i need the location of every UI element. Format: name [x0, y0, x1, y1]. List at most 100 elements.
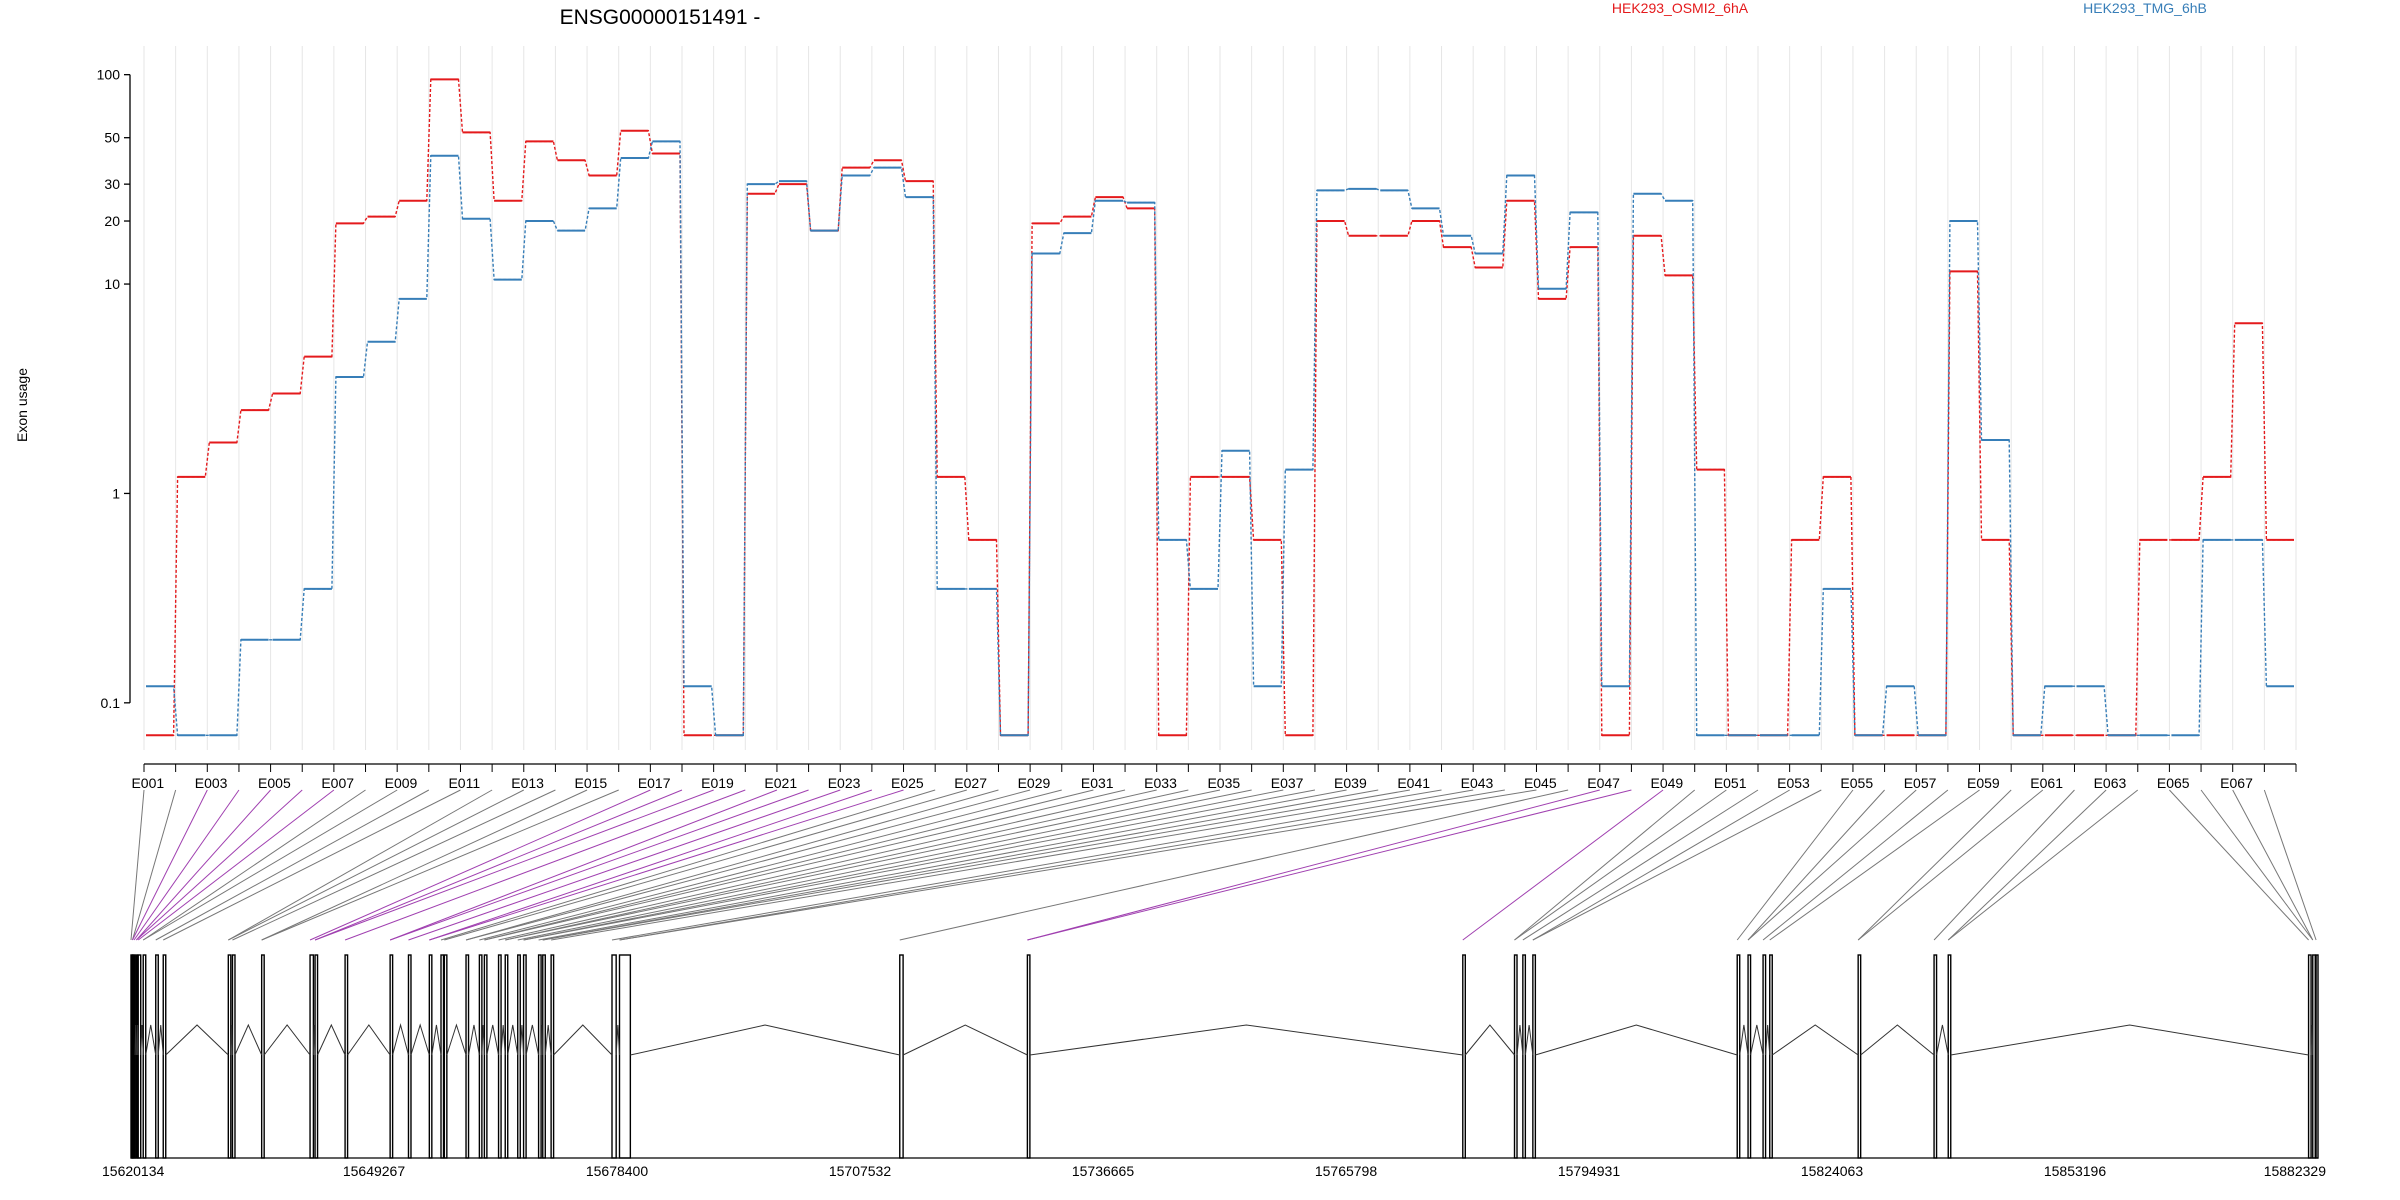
connector-line	[142, 789, 398, 941]
genomic-tick-label: 15649267	[343, 1163, 406, 1179]
connector-line	[1762, 789, 1949, 941]
x-tick-label: E011	[448, 775, 480, 791]
x-tick-label: E019	[701, 775, 734, 791]
connector-line	[1933, 789, 2075, 941]
connector-line	[1747, 789, 1885, 941]
genomic-tick-label: 15678400	[586, 1163, 649, 1179]
exon-box	[1769, 954, 1773, 1159]
intron-line	[500, 1024, 506, 1056]
intron-line	[1516, 1024, 1524, 1056]
connector-line	[408, 789, 841, 941]
legend-entry-osmi2: HEK293_OSMI2_6hA	[1612, 0, 1749, 16]
x-tick-label: E033	[1144, 775, 1177, 791]
x-tick-label: E063	[2094, 775, 2127, 791]
intron-line	[1860, 1024, 1935, 1056]
intron-line	[431, 1024, 442, 1056]
connector-line	[2169, 789, 2309, 941]
connector-line	[130, 789, 145, 941]
exon-box	[1947, 954, 1952, 1159]
x-tick-label: E035	[1207, 775, 1240, 791]
connector-line	[133, 789, 240, 941]
intron-line	[347, 1024, 391, 1056]
exon-box	[314, 954, 319, 1159]
genomic-tick-label: 15882329	[2264, 1163, 2327, 1179]
exon-box	[1522, 954, 1527, 1159]
grid-lines	[143, 46, 2297, 750]
connector-line	[1027, 789, 1600, 941]
exon-box	[1933, 954, 1938, 1159]
connector-line	[498, 789, 1157, 941]
exon-box	[407, 954, 412, 1159]
connector-line	[899, 789, 1569, 941]
x-tick-label: E021	[764, 775, 797, 791]
exon-box	[1513, 954, 1518, 1159]
intron-line	[410, 1023, 430, 1056]
exon-box	[465, 954, 470, 1159]
x-tick-label: E031	[1081, 775, 1114, 791]
x-tick-label: E027	[954, 775, 987, 791]
genomic-tick-label: 15765798	[1315, 1163, 1378, 1179]
exon-box	[344, 954, 349, 1159]
y-tick-label: 20	[104, 213, 120, 229]
intron-line	[263, 1024, 311, 1056]
x-tick-label: E057	[1904, 775, 1937, 791]
intron-line	[317, 1023, 346, 1056]
x-tick-label: E055	[1840, 775, 1873, 791]
x-tick-label: E049	[1651, 775, 1684, 791]
x-tick-label: E039	[1334, 775, 1367, 791]
connector-line	[389, 789, 809, 941]
y-tick-label: 50	[104, 130, 120, 146]
intron-line	[446, 1023, 467, 1056]
exon-box	[142, 954, 147, 1159]
y-axis: 100 50 30 20 10 1 0.1	[97, 67, 131, 711]
exon-box	[135, 954, 139, 1159]
exon-box	[497, 954, 502, 1159]
intron-line	[392, 1023, 409, 1056]
x-tick-label: E037	[1271, 775, 1304, 791]
exon-box	[478, 954, 483, 1159]
exon-box	[133, 954, 136, 1159]
exon-box	[231, 954, 236, 1159]
exon-box	[227, 954, 232, 1159]
connector-line	[465, 789, 1031, 941]
intron-line	[157, 1024, 164, 1056]
intron-line	[312, 1024, 316, 1056]
connector-line	[1532, 789, 1822, 941]
connector-line	[136, 789, 271, 941]
x-tick-label: E007	[321, 775, 354, 791]
exon-box	[483, 954, 488, 1159]
gene-model	[130, 954, 2319, 1159]
x-tick-label: E047	[1587, 775, 1620, 791]
exon-box	[2312, 954, 2316, 1159]
exon-box	[440, 954, 445, 1159]
connector-line	[155, 789, 430, 941]
connector-line	[542, 789, 1379, 941]
exon-box	[550, 954, 555, 1159]
intron-line	[615, 1024, 621, 1056]
exon-box	[899, 954, 904, 1159]
connector-line	[523, 789, 1284, 941]
exon-box	[1026, 954, 1031, 1159]
x-tick-label: E043	[1461, 775, 1494, 791]
x-tick-label: E003	[195, 775, 228, 791]
exon-box	[504, 954, 509, 1159]
intron-line	[1771, 1024, 1859, 1056]
x-tick-label: E041	[1397, 775, 1430, 791]
intron-line	[140, 1024, 144, 1056]
exon-box	[537, 954, 542, 1159]
connector-line	[344, 789, 746, 941]
connector-line	[232, 789, 556, 941]
x-tick-label: E005	[258, 775, 291, 791]
exon-connector-lines	[130, 789, 2317, 941]
x-tick-label: E067	[2220, 775, 2253, 791]
connector-line	[1514, 789, 1727, 941]
x-tick-label: E045	[1524, 775, 1557, 791]
connector-line	[131, 789, 177, 941]
intron-line	[468, 1024, 480, 1056]
intron-line	[1950, 1024, 2309, 1056]
intron-line	[519, 1024, 525, 1056]
connector-line	[1462, 789, 1664, 941]
y-tick-label: 0.1	[101, 695, 121, 711]
genomic-tick-label: 15620134	[102, 1163, 165, 1179]
